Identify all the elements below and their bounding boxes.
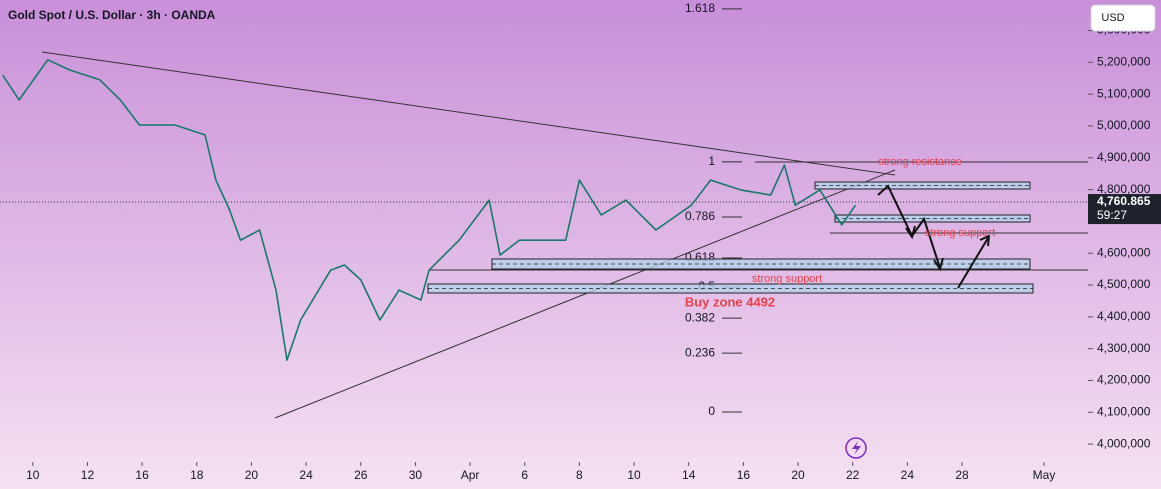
chart-title: Gold Spot / U.S. Dollar · 3h · OANDA (8, 8, 216, 22)
x-tick-label: 8 (576, 468, 583, 482)
current-price-box (1088, 194, 1161, 225)
y-tick-label: 5,100,000 (1097, 86, 1151, 100)
x-tick-label: 10 (26, 468, 40, 482)
currency-label: USD (1101, 12, 1124, 24)
countdown: 59:27 (1097, 208, 1127, 222)
y-tick-label: 4,100,000 (1097, 404, 1151, 418)
y-tick-label: 5,200,000 (1097, 55, 1151, 69)
x-tick-label: 12 (81, 468, 95, 482)
x-tick-label: May (1033, 468, 1056, 482)
x-tick-label: 20 (791, 468, 805, 482)
fib-level-label: 0.786 (685, 209, 715, 223)
fib-level-label: 1.618 (685, 1, 715, 15)
price-line (2, 58, 857, 361)
x-tick-label: 22 (846, 468, 860, 482)
fib-level-label: 0.382 (685, 310, 715, 324)
x-tick-label: 18 (190, 468, 204, 482)
y-tick-label: 5,000,000 (1097, 118, 1151, 132)
currency-button[interactable] (1090, 4, 1156, 32)
x-tick-label: 16 (737, 468, 751, 482)
annotation: strong support (925, 227, 995, 239)
x-tick-label: 6 (521, 468, 528, 482)
x-tick-label: 14 (682, 468, 696, 482)
x-tick-label: 20 (245, 468, 259, 482)
y-tick-label: 4,200,000 (1097, 373, 1151, 387)
annotation: strong resistance (878, 156, 962, 168)
event-icon-bolt (852, 441, 861, 455)
x-tick-label: 10 (627, 468, 641, 482)
event-icon[interactable] (845, 437, 867, 459)
y-tick-label: 4,900,000 (1097, 150, 1151, 164)
fib-level-label: 0 (708, 404, 715, 418)
x-tick-label: 16 (135, 468, 149, 482)
x-tick-label: 26 (354, 468, 368, 482)
price-series (0, 58, 1088, 361)
arrow-head (905, 225, 991, 272)
y-tick-label: 4,800,000 (1097, 182, 1151, 196)
y-tick-label: 4,400,000 (1097, 309, 1151, 323)
price-axis: 5,300,0005,200,0005,100,0005,000,0004,90… (26, 23, 1161, 482)
x-tick-label: Apr (461, 468, 480, 482)
fib-level-label: 1 (708, 154, 715, 168)
y-tick-label: 4,300,000 (1097, 341, 1151, 355)
y-tick-label: 4,000,000 (1097, 436, 1151, 450)
current-price-label: 4,760.865 (1097, 194, 1151, 208)
annotation: Buy zone 4492 (685, 294, 775, 309)
fib-level-label: 0.236 (685, 345, 715, 359)
y-tick-label: 4,500,000 (1097, 277, 1151, 291)
y-tick-label: 4,600,000 (1097, 245, 1151, 259)
annotation: strong support (752, 273, 822, 285)
x-tick-label: 28 (955, 468, 969, 482)
trend-line (274, 169, 896, 419)
x-tick-label: 24 (901, 468, 915, 482)
x-tick-label: 24 (299, 468, 313, 482)
trend-line (41, 51, 896, 176)
x-tick-label: 30 (409, 468, 423, 482)
